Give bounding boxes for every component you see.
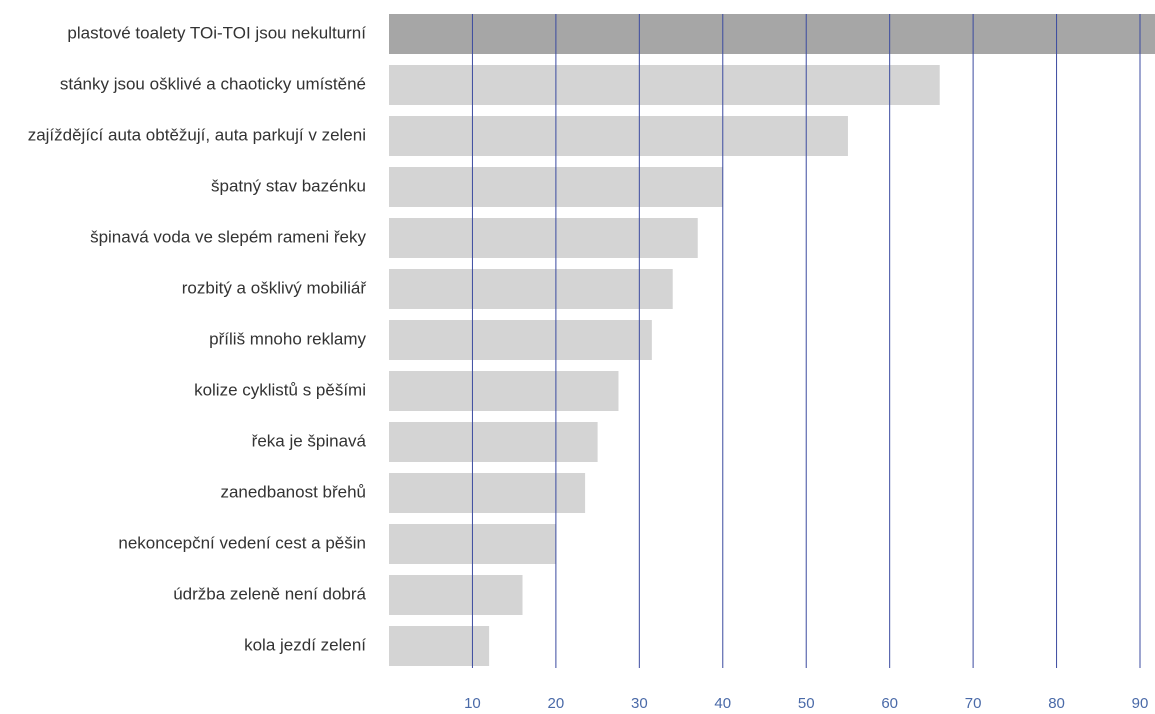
x-tick-label: 90 (1132, 695, 1149, 712)
x-tick-label: 70 (965, 695, 982, 712)
bar (389, 14, 1155, 54)
x-tick-label: 50 (798, 695, 815, 712)
bar (389, 116, 848, 156)
bar (389, 626, 490, 666)
category-label: plastové toalety TOi-TOI jsou nekulturní (67, 23, 366, 42)
x-tick-label: 20 (548, 695, 565, 712)
category-label: údržba zeleně není dobrá (173, 584, 366, 603)
category-label: kola jezdí zelení (244, 635, 366, 654)
bar (389, 65, 940, 105)
category-label: řeka je špinavá (252, 431, 367, 450)
category-label: příliš mnoho reklamy (209, 329, 366, 348)
category-label: špinavá voda ve slepém rameni řeky (90, 227, 366, 246)
category-label: špatný stav bazénku (211, 176, 366, 195)
bar (389, 473, 586, 513)
category-label: zanedbanost břehů (220, 482, 366, 501)
bar (389, 320, 652, 360)
x-tick-label: 40 (714, 695, 731, 712)
category-label: stánky jsou ošklivé a chaoticky umístěné (60, 74, 366, 93)
x-tick-label: 80 (1048, 695, 1065, 712)
x-tick-label: 30 (631, 695, 648, 712)
bar (389, 218, 698, 258)
x-tick-label: 60 (881, 695, 898, 712)
bar (389, 371, 619, 411)
category-label: nekoncepční vedení cest a pěšin (118, 533, 366, 552)
category-label: rozbitý a ošklivý mobiliář (182, 278, 367, 297)
bar (389, 575, 523, 615)
category-label: zajíždějící auta obtěžují, auta parkují … (28, 125, 366, 144)
x-tick-label: 10 (464, 695, 481, 712)
bar (389, 269, 673, 309)
category-label: kolize cyklistů s pěšími (194, 380, 366, 399)
bar (389, 422, 598, 462)
